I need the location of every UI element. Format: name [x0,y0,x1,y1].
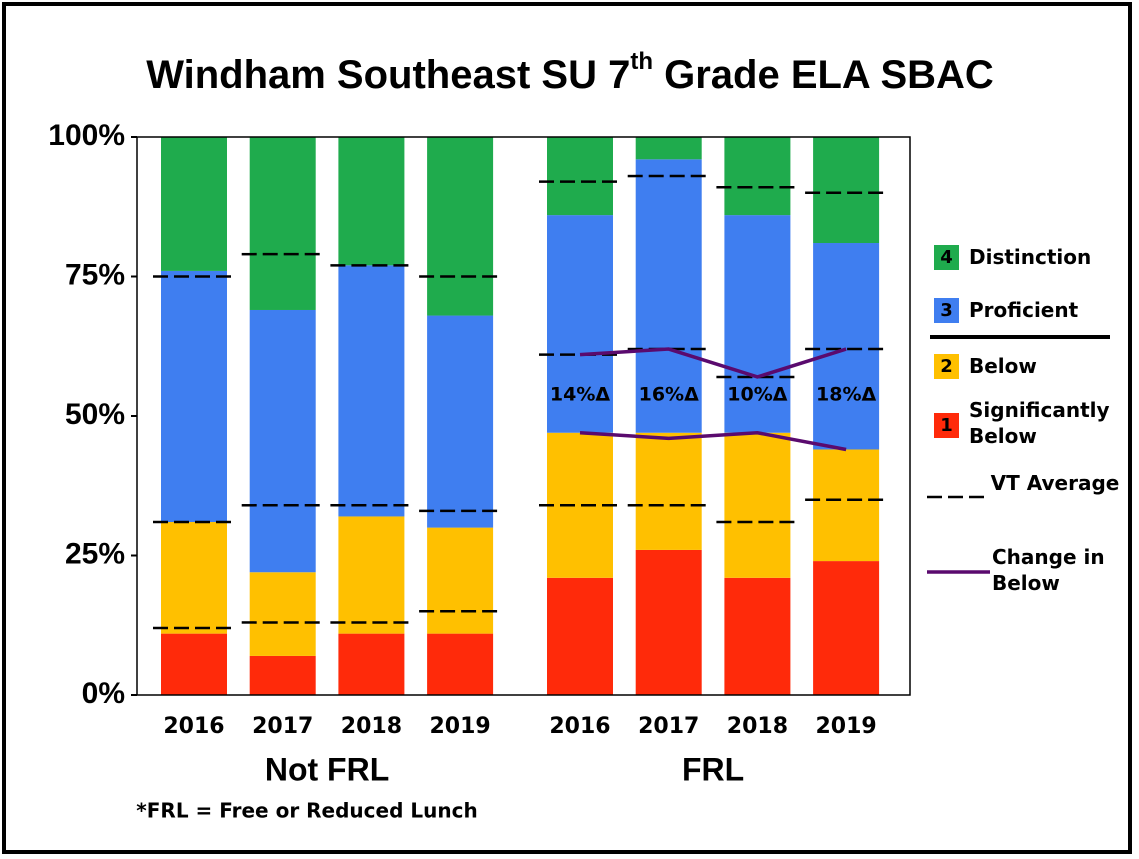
group-label: FRL [682,751,744,787]
footnote: *FRL = Free or Reduced Lunch [136,799,477,823]
x-tick-label: 2019 [815,714,876,739]
x-tick-label: 2019 [429,714,490,739]
title-part: th [630,48,653,75]
title-part: Windham Southeast SU 7 [146,53,630,97]
plot-frame [136,136,911,696]
y-tick-label: 75% [65,258,125,291]
delta-label: 16%Δ [639,384,699,406]
bar-segment [813,561,880,695]
legend-label: Change in Below [992,545,1105,595]
y-tick-label: 25% [65,537,125,570]
group-label: Not FRL [265,751,389,787]
legend-label: Below [969,354,1037,378]
bar-segment [635,432,702,550]
bar-segment [161,270,227,523]
change-in-below-line [579,347,847,379]
bar-segment [161,137,227,271]
y-tick-label: 50% [65,398,125,431]
legend-code: 3 [940,300,953,321]
bar-segment [813,449,880,562]
legend-label: Proficient [969,298,1079,322]
legend-code: 4 [940,247,953,268]
bar-segment [338,137,405,266]
legend-swatch [934,245,959,270]
change-in-below-line [579,430,847,452]
bar-segment [427,633,494,695]
legend-swatch [934,354,959,379]
y-tick-label: 0% [82,677,125,710]
legend-swatch [934,413,959,438]
bar-segment [724,577,791,695]
x-tick-label: 2017 [638,714,699,739]
bar-segment [635,137,702,160]
legend-label: VT Average [990,471,1120,495]
legend-label: Distinction [969,245,1092,269]
legend-swatch [934,298,959,323]
bar-segment [338,633,405,695]
bar-segment [635,159,702,433]
bar-segment [724,215,791,433]
bar-segment [547,215,613,433]
delta-label: 10%Δ [727,384,787,406]
legend-code: 1 [940,415,953,436]
y-tick-label: 100% [48,119,125,152]
bar-segment [338,516,405,634]
legend-label: Significantly Below [969,398,1110,448]
bar-segment [161,633,227,695]
bar-segment [635,549,702,695]
bar-segment [547,577,613,695]
legend-code: 2 [940,356,953,377]
delta-label: 14%Δ [550,384,610,406]
bar-segment [249,137,316,310]
bar-segment [161,522,227,634]
bar-segment [427,137,494,316]
x-tick-label: 2016 [163,714,224,739]
title-part: Grade ELA SBAC [653,53,994,97]
bar-segment [813,137,880,244]
bar-segment [813,243,880,450]
x-tick-label: 2018 [341,714,402,739]
x-tick-label: 2017 [252,714,313,739]
x-tick-label: 2018 [727,714,788,739]
bar-segment [547,137,613,216]
bar-segment [249,309,316,573]
chart-title: Windham Southeast SU 7th Grade ELA SBAC [146,48,994,96]
bar-segment [427,527,494,634]
bar-segment [724,432,791,578]
bar-segment [724,137,791,216]
bar-segment [249,572,316,656]
bar-segment [427,315,494,528]
bar-segment [249,655,316,695]
delta-label: 18%Δ [816,384,876,406]
bar-segment [338,265,405,517]
x-tick-label: 2016 [549,714,610,739]
